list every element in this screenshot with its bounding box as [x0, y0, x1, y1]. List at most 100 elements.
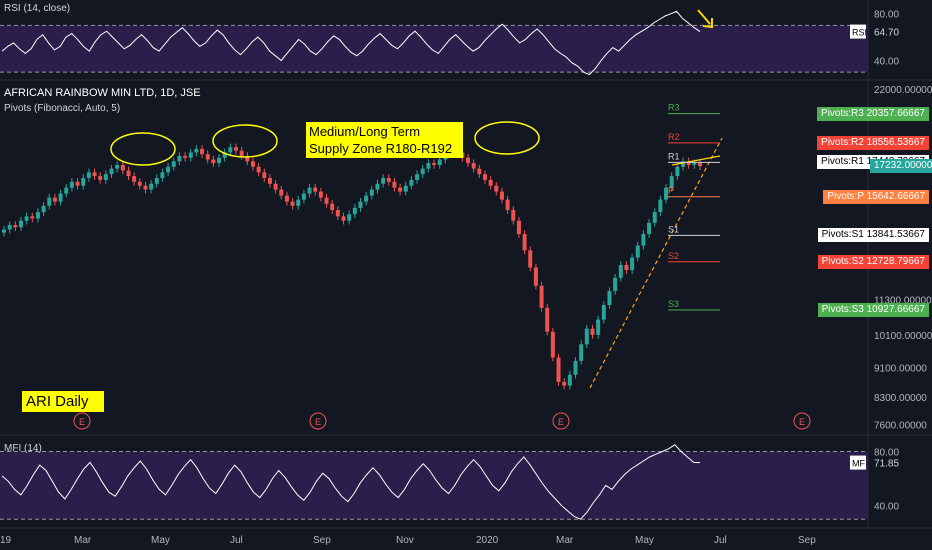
pivots-indicator-title: Pivots (Fibonacci, Auto, 5): [4, 103, 121, 114]
candle: [137, 181, 142, 186]
candle: [505, 199, 510, 210]
candle: [69, 181, 74, 188]
candle: [415, 174, 420, 180]
oscillator-band: [0, 451, 868, 520]
candle: [154, 177, 159, 184]
candle: [522, 234, 527, 251]
candle: [245, 155, 250, 162]
candle: [183, 155, 188, 158]
candle: [607, 291, 612, 306]
time-tick-label: Sep: [798, 535, 816, 546]
time-tick-label: Jul: [714, 535, 727, 546]
candle: [41, 205, 46, 213]
rsi-arrow-head: [702, 18, 713, 29]
oscillator-current-name: MF: [852, 459, 865, 469]
candle: [217, 157, 222, 164]
candle: [432, 163, 437, 165]
candle: [630, 257, 635, 271]
candle: [171, 161, 176, 167]
ari-daily-note[interactable]: ARI Daily: [22, 391, 104, 412]
oscillator-current-name: RSI: [852, 28, 867, 38]
supply-zone-line-2: Supply Zone R180-R192: [309, 141, 453, 156]
oscillator-current-value: 64.70: [874, 28, 899, 39]
price-pane: R3 R2 R1 P S1 S2 S3 E E E E: [2, 103, 811, 430]
top-ellipse: [474, 121, 540, 155]
candle: [47, 197, 52, 206]
candle: [24, 216, 29, 221]
candle: [573, 360, 578, 375]
candle: [647, 222, 652, 235]
candle: [471, 163, 476, 169]
candle: [222, 152, 227, 158]
candle: [482, 174, 487, 180]
candle: [2, 229, 6, 233]
oscillator-tick-label: 80.00: [874, 448, 899, 459]
top-ellipse: [110, 132, 176, 166]
candle: [420, 168, 425, 175]
candle: [132, 176, 137, 182]
candle: [369, 189, 374, 196]
pivot-level-r1: R1: [668, 151, 680, 161]
candle: [228, 147, 233, 153]
candle: [528, 250, 533, 268]
resistance-trendline: [671, 155, 721, 166]
candle: [579, 344, 584, 361]
candle: [177, 155, 182, 162]
supply-zone-line-1: Medium/Long Term: [309, 124, 421, 139]
price-tick-label: 22000.00000: [874, 85, 932, 96]
pivot-tag-r2: Pivots:R2 18556.53667: [817, 135, 929, 150]
candle: [35, 212, 40, 219]
candle: [307, 187, 312, 194]
candle: [211, 159, 216, 164]
candle: [409, 179, 414, 186]
pivot-level-r2: R2: [668, 132, 680, 142]
pivot-level-p: P: [668, 186, 674, 196]
price-tick-label: 10100.00000: [874, 331, 932, 342]
candle: [499, 191, 504, 200]
rsi-title: RSI (14, close): [4, 3, 71, 14]
candle: [279, 189, 284, 196]
oscillator-tick-label: 40.00: [874, 502, 899, 513]
candle: [92, 172, 97, 177]
supply-zone-note[interactable]: Medium/Long Term Supply Zone R180-R192: [306, 122, 463, 158]
candle: [347, 214, 352, 221]
rsi-arrow: [697, 9, 711, 25]
candle: [539, 285, 544, 308]
candle: [675, 166, 680, 177]
candle: [392, 181, 397, 188]
candle: [466, 157, 470, 164]
pivot-level-s1: S1: [668, 224, 679, 234]
candle: [698, 163, 702, 167]
candle: [624, 265, 629, 271]
candle: [7, 225, 12, 230]
candle: [98, 176, 103, 180]
candle: [669, 176, 674, 188]
mfi-title: MFI (14): [4, 443, 42, 454]
candle: [494, 185, 499, 192]
candle: [126, 170, 131, 177]
candle: [352, 207, 357, 215]
pivot-tag-s1: Pivots:S1 13841.53667: [817, 228, 929, 243]
candle: [75, 181, 80, 186]
oscillator-tick-label: 80.00: [874, 10, 899, 21]
candle: [658, 199, 663, 213]
candle: [381, 177, 386, 184]
candle: [341, 216, 346, 221]
earnings-marker-icon: [793, 412, 811, 430]
oscillator-current-tag-bg: [850, 455, 866, 470]
candle: [618, 265, 623, 278]
candle: [166, 166, 171, 173]
candle: [115, 164, 120, 169]
candle: [601, 305, 606, 320]
pivot-level-r3: R3: [668, 103, 680, 113]
candle: [681, 161, 686, 167]
candle: [477, 168, 482, 175]
earnings-marker-label: E: [315, 417, 321, 427]
candle: [103, 174, 108, 180]
earnings-marker-icon: [73, 412, 91, 430]
candle: [200, 148, 205, 155]
time-tick-label: May: [635, 535, 654, 546]
candle: [324, 197, 329, 204]
oscillator-current-value: 71.85: [874, 459, 899, 470]
